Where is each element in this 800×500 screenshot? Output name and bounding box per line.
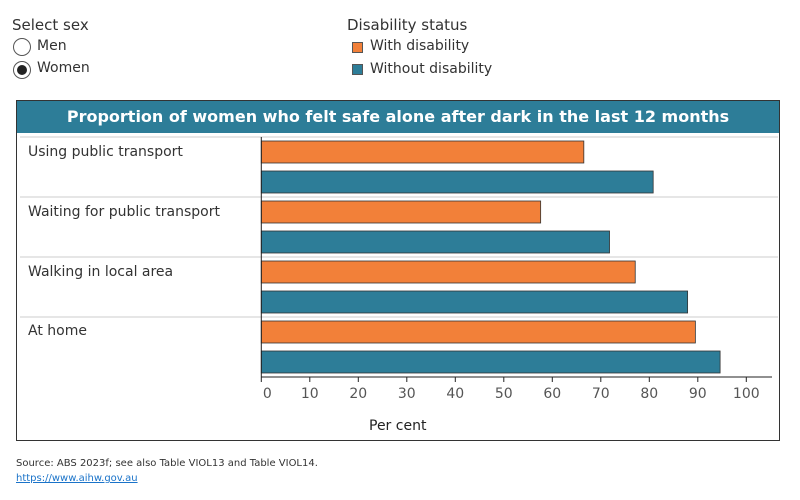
aihw-link[interactable]: https://www.aihw.gov.au [16, 473, 138, 484]
bar-without-disability [260, 170, 654, 194]
category-label: Walking in local area [28, 264, 174, 280]
bar-without-disability [260, 230, 610, 254]
category-label: Waiting for public transport [28, 204, 220, 220]
bar-with-disability [260, 320, 696, 344]
radio-women-label[interactable]: Women [37, 60, 90, 76]
x-tick-label: 40 [446, 386, 465, 402]
x-axis-label: Per cent [369, 418, 427, 434]
legend-label-with-disability: With disability [370, 38, 470, 54]
bar-without-disability [260, 290, 689, 314]
radio-men-label[interactable]: Men [37, 38, 67, 54]
bar-without-disability [260, 350, 721, 374]
legend-label-without-disability: Without disability [370, 61, 493, 77]
legend-swatch-without-disability [352, 64, 363, 75]
bar-with-disability [260, 200, 542, 224]
x-tick-label: 90 [688, 386, 707, 402]
bar-with-disability [260, 140, 585, 164]
chart-frame [16, 100, 780, 441]
legend-title: Disability status [347, 16, 468, 34]
source-note: Source: ABS 2023f; see also Table VIOL13… [16, 458, 318, 469]
radio-men[interactable] [13, 38, 31, 56]
category-label: At home [28, 323, 87, 339]
chart-title: Proportion of women who felt safe alone … [17, 101, 779, 133]
category-label: Using public transport [28, 144, 183, 160]
legend-swatch-with-disability [352, 42, 363, 53]
x-tick-label: 10 [300, 386, 319, 402]
radio-women[interactable] [13, 61, 31, 79]
x-tick-label: 20 [349, 386, 368, 402]
filter-title: Select sex [12, 16, 89, 34]
bar-with-disability [260, 260, 636, 284]
x-tick-label: 60 [543, 386, 562, 402]
x-tick-label: 30 [397, 386, 416, 402]
x-tick-label: 80 [640, 386, 659, 402]
x-tick-label: 70 [591, 386, 610, 402]
x-tick-label: 100 [732, 386, 760, 402]
x-tick-label: 50 [494, 386, 513, 402]
x-tick-label: 0 [262, 386, 272, 402]
